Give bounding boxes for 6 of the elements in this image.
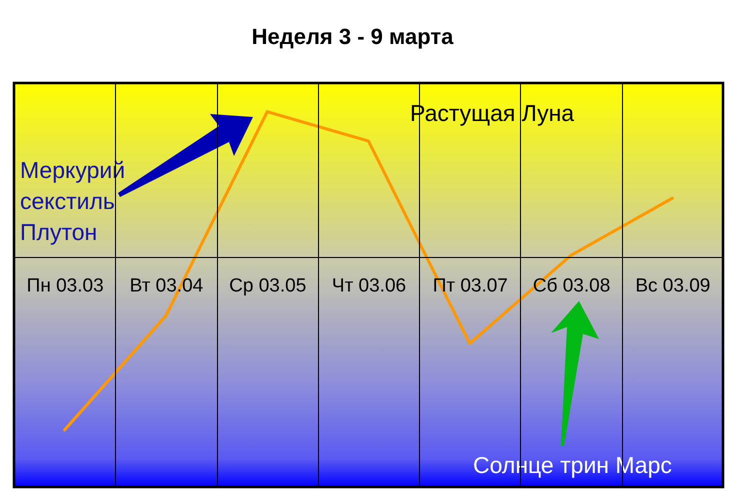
x-tick-label: Ср 03.05: [229, 275, 306, 296]
x-tick-label: Чт 03.06: [332, 275, 406, 296]
x-tick-label: Пн 03.03: [26, 275, 104, 296]
x-tick-label: Сб 03.08: [532, 275, 610, 296]
chart-title: Неделя 3 - 9 марта: [252, 24, 454, 49]
x-tick-label: Вс 03.09: [635, 275, 710, 296]
